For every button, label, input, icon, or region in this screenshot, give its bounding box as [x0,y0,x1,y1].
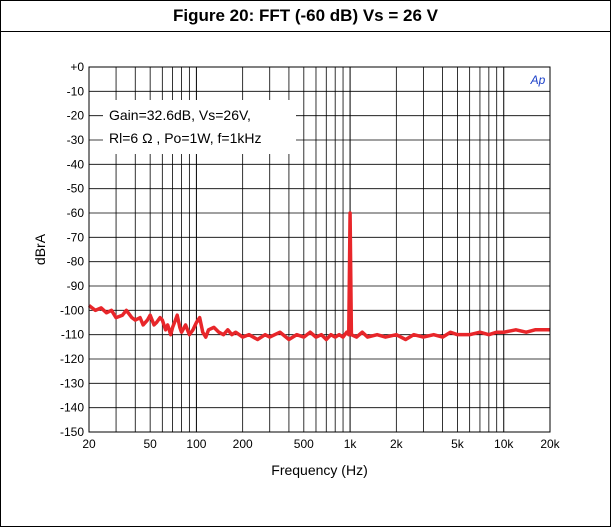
y-tick-label: +0 [70,60,84,74]
x-tick-label: 20 [82,437,96,451]
ap-logo-text: Ap [530,73,546,87]
y-tick-label: -70 [67,230,85,244]
y-tick-label: -80 [67,255,85,269]
series-line [87,211,550,342]
y-tick-label: -110 [61,328,84,342]
spectrum-trace [87,211,550,342]
x-tick-label: 200 [233,437,253,451]
y-tick-label: -30 [67,133,85,147]
x-tick-label: 10k [494,437,514,451]
x-tick-labels: 20 50 100 200 500 1k 2k 5k 10k 20k [82,437,560,451]
x-tick-label: 500 [294,437,314,451]
x-tick-label: 2k [390,437,404,451]
title-bar: Figure 20: FFT (-60 dB) Vs = 26 V [1,1,610,32]
y-tick-label: -130 [60,376,84,390]
y-tick-label: -10 [67,84,85,98]
y-tick-label: -90 [67,279,85,293]
x-axis-title: Frequency (Hz) [271,462,367,478]
y-axis-title: dBrA [32,233,48,265]
y-tick-label: -20 [67,109,85,123]
annotation-background [103,100,296,154]
plot-border [88,66,551,433]
y-tick-label: -40 [67,157,85,171]
annotation-line: Rl=6 Ω , Po=1W, f=1kHz [109,130,261,146]
y-tick-label: -140 [60,401,84,415]
y-tick-label: -60 [67,206,85,220]
y-tick-label: -50 [67,182,85,196]
y-tick-label: -120 [60,352,84,366]
annotation-box: Gain=32.6dB, Vs=26V, Rl=6 Ω , Po=1W, f=1k… [103,100,296,154]
y-tick-label: -150 [60,425,84,439]
y-tick-label: -100 [60,303,84,317]
chart-title: Figure 20: FFT (-60 dB) Vs = 26 V [173,6,438,25]
x-tick-label: 100 [186,437,206,451]
y-tick-labels: +0 -10 -20 -30 -40 -50 -60 -70 -80 -90 -100 -110 -12… [60,60,84,439]
x-tick-label: 20k [540,437,560,451]
x-tick-label: 5k [451,437,465,451]
x-tick-label: 1k [344,437,358,451]
x-tick-label: 50 [143,437,157,451]
annotation-line: Gain=32.6dB, Vs=26V, [109,107,251,123]
